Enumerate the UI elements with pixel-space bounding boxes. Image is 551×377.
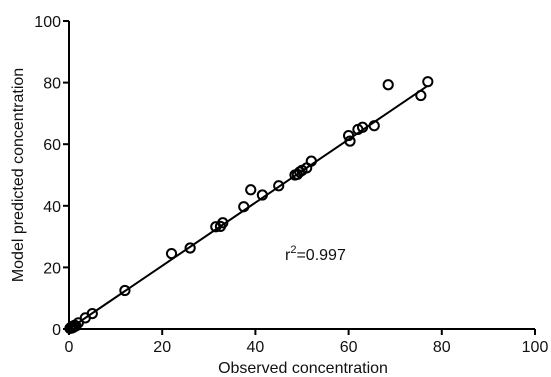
data-point [422, 76, 434, 88]
x-tick-label: 0 [65, 339, 74, 356]
x-tick-label: 40 [247, 339, 265, 356]
data-point [305, 155, 317, 167]
data-point [256, 189, 268, 201]
y-tick-label: 80 [43, 76, 61, 93]
r-squared-base: r [285, 247, 291, 264]
data-point [86, 308, 98, 320]
data-point [184, 242, 196, 254]
r-squared-value: =0.997 [296, 247, 345, 264]
data-point [356, 121, 369, 133]
ticks-layer: 0 20 40 60 80 100 0 20 40 60 80 100 [34, 14, 548, 356]
data-point [119, 284, 131, 297]
data-point [382, 79, 394, 91]
y-tick-label: 40 [43, 199, 61, 216]
x-tick-label: 20 [153, 339, 171, 356]
axes-layer [68, 21, 535, 330]
data-point [344, 135, 356, 147]
x-tick-label: 60 [340, 339, 358, 356]
y-tick-label: 0 [52, 322, 61, 339]
r-squared-superscript: 2 [290, 244, 296, 256]
y-axis-label: Model predicted concentration [10, 68, 27, 282]
data-point [343, 129, 355, 142]
y-tick-label: 20 [43, 260, 61, 277]
data-point [415, 89, 427, 102]
r-squared-annotation: r2=0.997 [285, 244, 346, 264]
data-point [238, 201, 250, 213]
data-point [165, 247, 178, 260]
y-tick-label: 100 [34, 14, 61, 31]
data-point [368, 120, 380, 132]
data-point [245, 184, 257, 196]
x-tick-label: 80 [433, 339, 451, 356]
x-tick-label: 100 [522, 339, 549, 356]
x-axis-label: Observed concentration [218, 360, 388, 377]
data-point [217, 217, 229, 229]
y-tick-label: 60 [43, 137, 61, 154]
data-point [273, 180, 285, 192]
